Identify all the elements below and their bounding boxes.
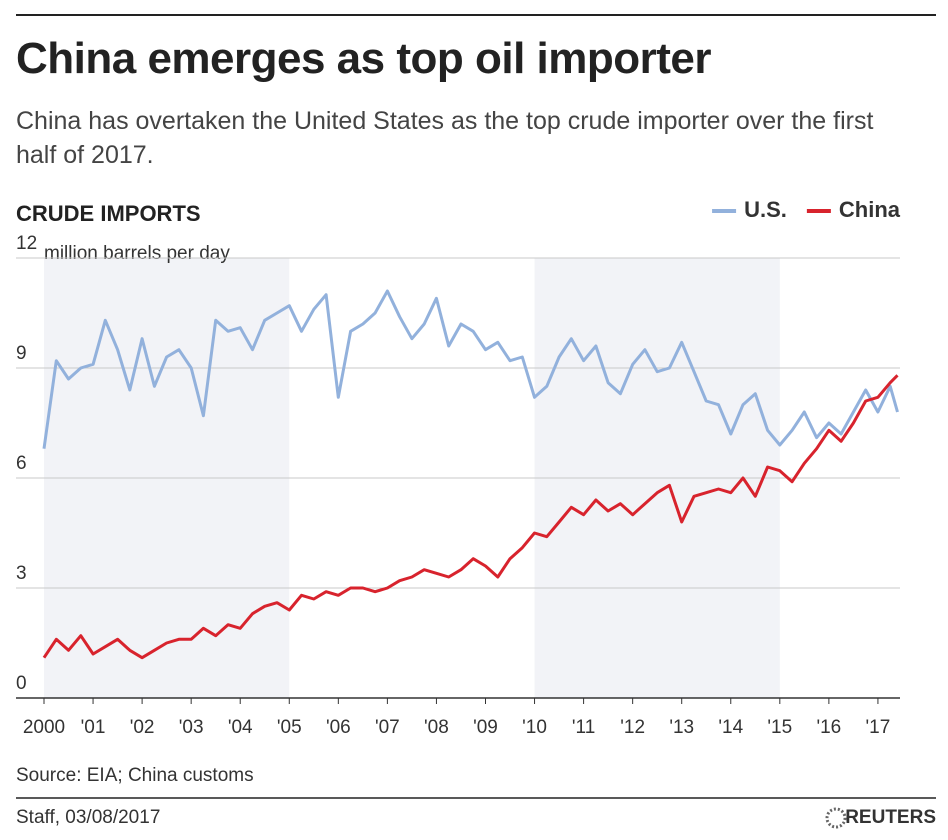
x-tick-label: '12 [620,717,645,738]
x-tick-label: '06 [326,717,351,738]
source: Source: EIA; China customs [16,765,254,786]
x-tick-label: '03 [179,717,204,738]
y-tick-label: 12 [16,233,37,254]
legend-label: China [839,197,901,222]
x-tick-label: 2000 [23,717,65,738]
logo-icon [825,807,847,829]
x-tick-label: '05 [277,717,302,738]
credit: Staff, 03/08/2017 [16,807,160,828]
x-tick-label: '09 [473,717,498,738]
x-tick-label: '11 [572,717,595,738]
brand: REUTERS [845,807,936,828]
legend-label: U.S. [744,197,787,222]
series-line [42,374,899,660]
x-tick-label: '13 [669,717,694,738]
brand-logo: REUTERS [825,807,936,829]
x-tick-label: '17 [866,717,891,738]
y-tick-label: 9 [16,343,27,364]
x-tick-label: '04 [228,717,253,738]
x-tick-label: '08 [424,717,449,738]
x-tick-label: '01 [81,717,106,738]
x-tick-label: '16 [816,717,841,738]
chart-subtitle: China has overtaken the United States as… [16,107,874,169]
y-tick-label: 0 [16,673,27,694]
y-axis-label: million barrels per day [44,243,230,264]
x-tick-label: '07 [375,717,400,738]
x-tick-label: '10 [522,717,547,738]
x-tick-label: '14 [718,717,743,738]
x-tick-label: '15 [767,717,792,738]
series-line [42,289,899,449]
chart-title: China emerges as top oil importer [16,34,712,83]
y-tick-label: 6 [16,453,27,474]
y-tick-label: 3 [16,563,27,584]
x-tick-label: '02 [130,717,155,738]
section-heading: CRUDE IMPORTS [16,201,201,226]
